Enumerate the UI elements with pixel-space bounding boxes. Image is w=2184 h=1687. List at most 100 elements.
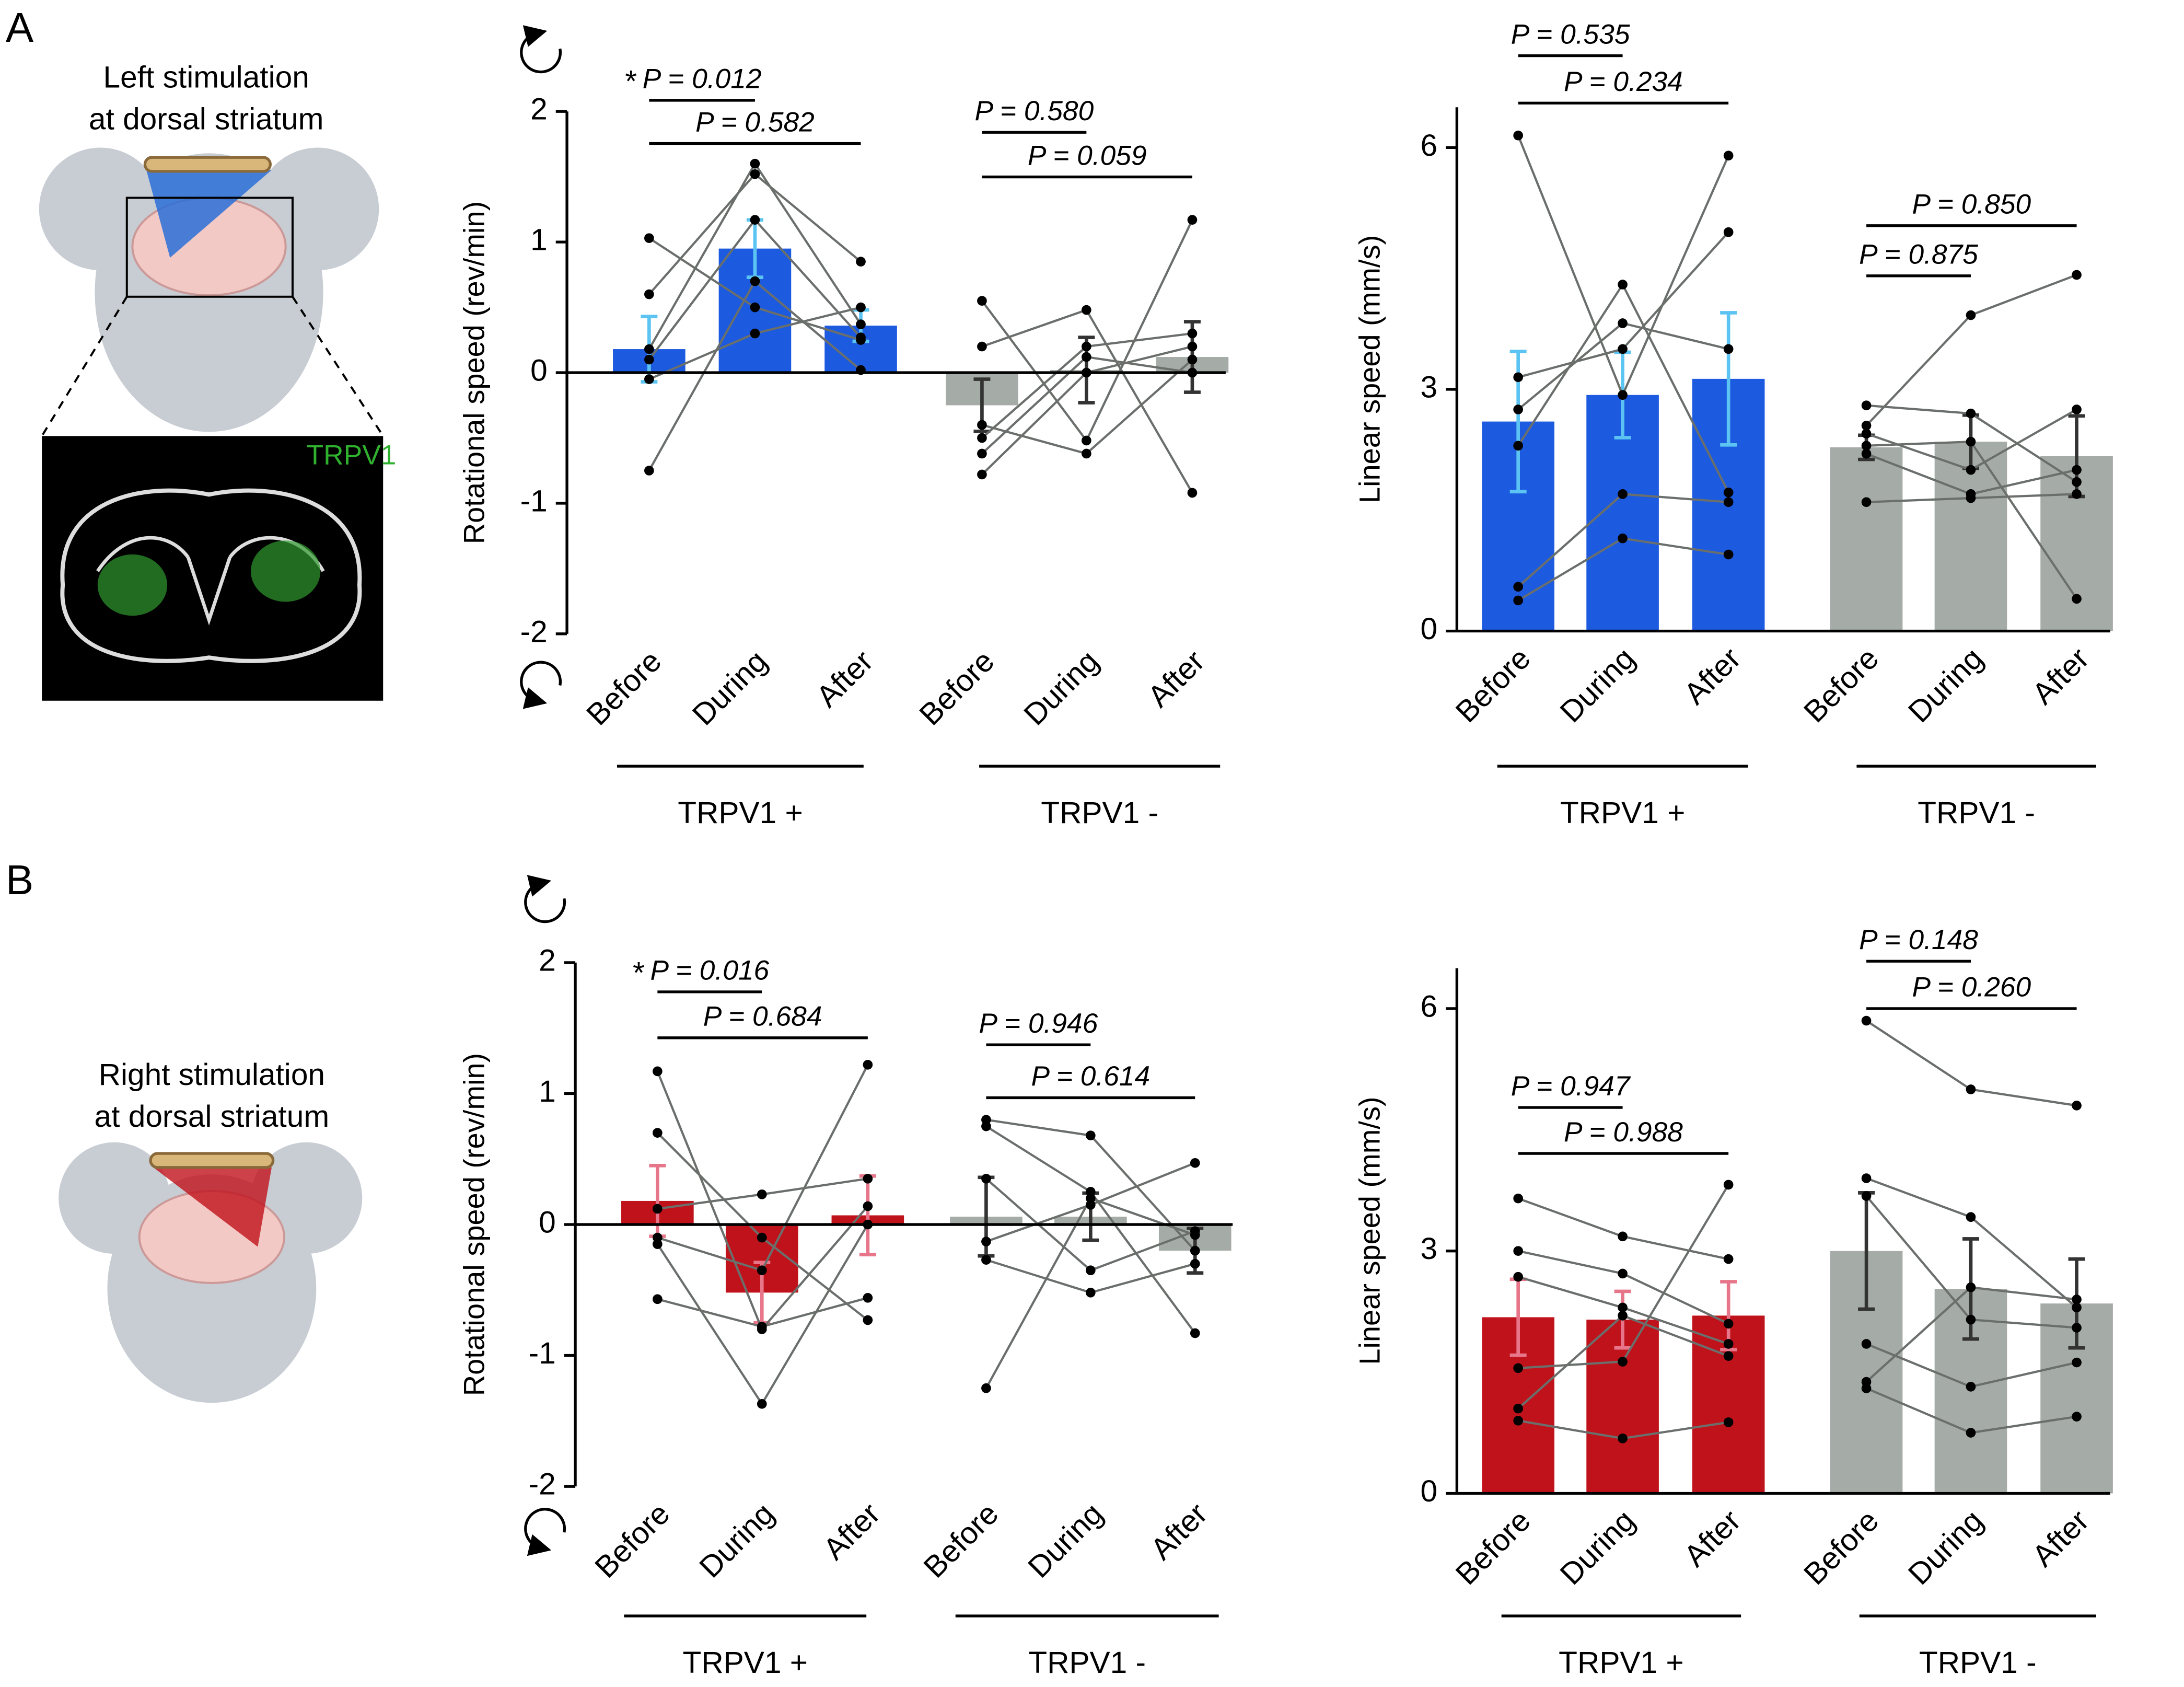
subject-point [1723,1319,1734,1329]
x-tick-label: During [1554,641,1642,729]
subject-point [863,1293,873,1303]
subject-point [1966,1382,1976,1392]
subject-point [977,469,987,480]
x-tick-label: After [2026,1504,2096,1574]
subject-point [653,1239,663,1249]
subject-point [977,420,987,430]
subject-point [2072,1302,2082,1313]
subject-point [863,1174,873,1184]
y-tick-label: -1 [520,484,548,518]
y-tick-label: 6 [1420,989,1437,1023]
x-tick-label: During [693,1497,781,1585]
subject-point [1513,582,1523,592]
subject-point [2072,489,2082,499]
subject-point [1513,1403,1523,1414]
subject-point [1086,1265,1096,1276]
subject-point [1190,1328,1200,1338]
p-value: P = 0.946 [979,1008,1098,1039]
subject-point [2072,1101,2082,1111]
x-tick-label: Before [1449,1504,1537,1591]
y-tick-label: -2 [520,615,548,649]
subject-point [1723,344,1734,354]
p-value: P = 0.234 [1564,66,1683,97]
y-tick-label: 0 [530,354,548,388]
x-tick-label: Before [588,1497,676,1585]
subject-point [1513,372,1523,383]
subject-point [1966,436,1976,447]
p-value: P = 0.850 [1912,189,2031,220]
subject-point [644,233,654,243]
p-value: P = 0.148 [1859,925,1978,955]
subject-point [2072,1295,2082,1304]
group-label: TRPV1 + [683,1646,808,1680]
subject-point [981,1383,991,1393]
subject-point [1190,1230,1200,1240]
subject-point [1618,1231,1628,1242]
error-bar [1720,311,1737,447]
p-value: P = 0.535 [1511,19,1630,50]
illustration-b: B Right stimulation at dorsal striatum [6,857,363,1403]
y-tick-label: -2 [529,1468,556,1501]
image-label: TRPV1 [307,440,397,470]
subject-point [750,302,760,313]
subject-point [1966,310,1976,320]
subject-line [1517,1197,1729,1261]
subject-point [1861,1339,1872,1349]
y-tick-label: 3 [1420,370,1437,404]
subject-point [1082,352,1091,362]
x-tick-label: Before [1797,1504,1885,1591]
subject-point [1190,1258,1200,1269]
subject-point [1723,1417,1734,1427]
subject-point [1618,390,1628,400]
y-axis-label: Rotational speed (rev/min) [458,201,491,544]
subject-point [2072,465,2082,475]
x-tick-label: After [810,644,880,714]
subject-point [1861,1191,1872,1201]
illustration-a: A Left stimulation at dorsal striatum TR… [6,4,397,701]
caption: Right stimulation [99,1058,325,1092]
subject-point [1082,341,1091,352]
subject-point [750,169,760,179]
subject-point [1723,227,1734,237]
group-label: TRPV1 - [1919,1646,2037,1680]
subject-point [653,1066,663,1077]
subject-point [1861,441,1872,451]
subject-point [2072,594,2082,604]
x-tick-label: After [1142,644,1212,714]
group-label: TRPV1 - [1028,1646,1146,1680]
subject-point [863,1060,873,1070]
significance-star: * [625,64,637,98]
subject-point [1861,429,1872,439]
subject-point [1723,151,1734,161]
subject-point [977,296,987,306]
subject-point [1513,441,1523,451]
subject-point [653,1204,663,1214]
subject-point [977,341,987,352]
subject-point [1086,1130,1096,1140]
p-value: P = 0.684 [703,1001,822,1032]
x-tick-label: After [817,1497,887,1567]
subject-point [1082,448,1091,459]
error-bar [1720,1280,1737,1351]
x-tick-label: After [2026,641,2096,711]
subject-point [1618,1302,1628,1313]
y-tick-label: 0 [1420,1474,1437,1508]
subject-point [757,1399,767,1409]
subject-point [644,466,654,476]
subject-point [757,1265,767,1276]
y-tick-label: 2 [539,943,556,977]
subject-point [1618,344,1628,354]
subject-point [1861,420,1872,431]
p-value: P = 0.875 [1859,239,1978,270]
subject-point [1513,1246,1523,1256]
subject-point [1513,1416,1523,1426]
subject-point [863,1315,873,1325]
subject-point [1190,1245,1200,1256]
subject-point [1723,1339,1734,1349]
y-axis-label: Linear speed (mm/s) [1353,235,1386,503]
group-label: TRPV1 + [678,796,803,830]
subject-point [981,1237,991,1246]
subject-point [1513,1272,1523,1282]
subject-point [1513,405,1523,414]
